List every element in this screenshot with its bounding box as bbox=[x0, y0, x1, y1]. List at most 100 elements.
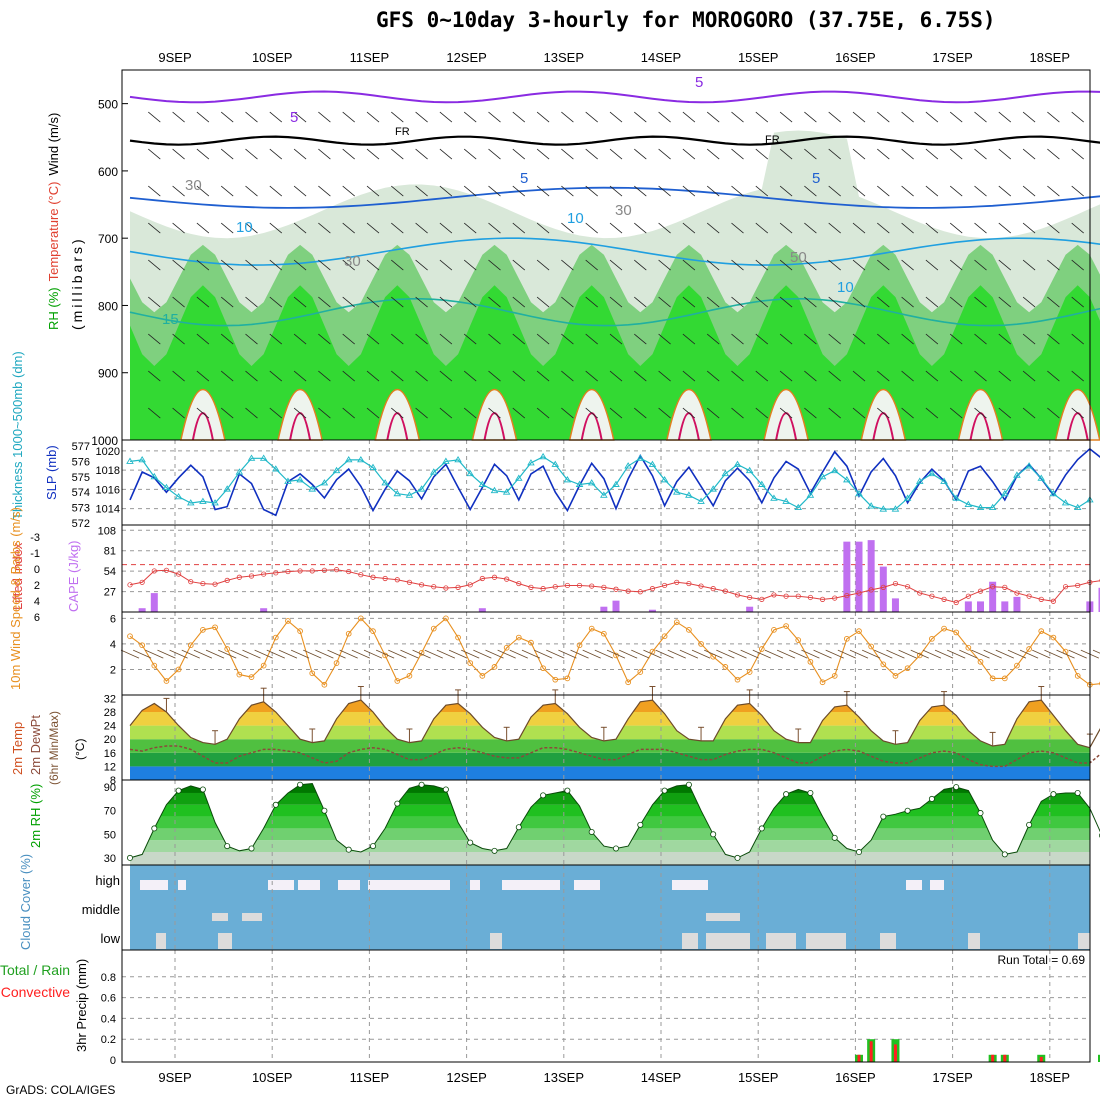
rh-marker bbox=[468, 840, 473, 845]
temp-tick: 28 bbox=[104, 707, 116, 719]
cape-tick: 54 bbox=[104, 566, 116, 578]
thickness-tick: 576 bbox=[72, 456, 90, 468]
cape-bar bbox=[151, 593, 158, 612]
cape-bar bbox=[856, 542, 863, 612]
temp-band bbox=[122, 712, 1090, 726]
rh-marker bbox=[443, 787, 448, 792]
rh-marker bbox=[759, 826, 764, 831]
contour-label: 30 bbox=[185, 177, 202, 194]
rh-marker bbox=[784, 792, 789, 797]
rh-marker bbox=[711, 832, 716, 837]
cloud-high-gap bbox=[338, 880, 360, 890]
cape-bar bbox=[479, 608, 486, 612]
slp-tick: 1016 bbox=[96, 484, 120, 496]
contour-label: FR bbox=[765, 134, 780, 146]
upperair-ylabel-units: (millibars) bbox=[69, 236, 85, 330]
upperair-ylabel: RH (%)Temperature (°C)Wind (m/s) bbox=[46, 113, 61, 330]
cloud-high-gap bbox=[672, 880, 708, 890]
rh-marker bbox=[541, 793, 546, 798]
date-label-top: 16SEP bbox=[835, 50, 875, 65]
ylabel-part: Temperature (°C) bbox=[46, 182, 61, 282]
temp-tick: 32 bbox=[104, 693, 116, 705]
cloud-low bbox=[968, 933, 980, 949]
rh-band bbox=[122, 852, 1090, 865]
precip-convective-bar bbox=[894, 1044, 897, 1062]
cloud-ylabel: Cloud Cover (%) bbox=[18, 854, 33, 950]
cloud-middle bbox=[722, 913, 736, 921]
date-label-top: 12SEP bbox=[446, 50, 486, 65]
slp-line bbox=[130, 449, 1100, 515]
contour-label: 5 bbox=[695, 74, 703, 91]
chart-title: GFS 0~10day 3-hourly for MOROGORO (37.75… bbox=[376, 8, 996, 32]
rh-marker bbox=[152, 826, 157, 831]
rh-marker bbox=[808, 790, 813, 795]
rh-marker bbox=[370, 844, 375, 849]
precip-tick: 0.6 bbox=[101, 993, 116, 1005]
cape-bar bbox=[613, 601, 620, 612]
cloud-low bbox=[682, 933, 698, 949]
thickness-tick: 572 bbox=[72, 518, 90, 530]
cape-tick: 81 bbox=[104, 546, 116, 558]
rh-marker bbox=[127, 855, 132, 860]
rh-marker bbox=[176, 788, 181, 793]
cape-tick: 27 bbox=[104, 587, 116, 599]
cape-ylabel: CAPE (J/kg) bbox=[66, 540, 81, 612]
cape-bar bbox=[139, 608, 146, 612]
contour-label: 15 bbox=[162, 311, 179, 328]
cloud-high-gap bbox=[574, 880, 600, 890]
date-label-bottom: 14SEP bbox=[641, 1070, 681, 1085]
cloud-fill bbox=[130, 865, 1090, 950]
rh-marker bbox=[346, 847, 351, 852]
contour-label: 10 bbox=[567, 210, 584, 227]
rh-marker bbox=[395, 801, 400, 806]
ylabel-part: RH (%) bbox=[46, 287, 61, 330]
cape-bar bbox=[1001, 601, 1008, 612]
cape-bar bbox=[843, 542, 850, 612]
date-label-bottom: 10SEP bbox=[252, 1070, 292, 1085]
cape-bar bbox=[1013, 597, 1020, 612]
thickness-tick: 577 bbox=[72, 441, 90, 453]
rh-marker bbox=[565, 788, 570, 793]
date-label-bottom: 11SEP bbox=[350, 1070, 390, 1085]
rh-marker bbox=[613, 846, 618, 851]
li-tick: 0 bbox=[34, 564, 40, 576]
rh-marker bbox=[419, 782, 424, 787]
temp-ylabel: 2m Temp bbox=[10, 722, 25, 775]
precip-tick: 0 bbox=[110, 1055, 116, 1067]
cloud-high-gap bbox=[140, 880, 168, 890]
date-label-top: 14SEP bbox=[641, 50, 681, 65]
rh-marker bbox=[1075, 790, 1080, 795]
cape-bar bbox=[260, 608, 267, 612]
li-tick: 2 bbox=[34, 580, 40, 592]
cloud-level-label: middle bbox=[82, 902, 120, 917]
rh-marker bbox=[273, 802, 278, 807]
thickness-tick: 574 bbox=[72, 487, 90, 499]
rh-marker bbox=[954, 784, 959, 789]
cloud-low bbox=[490, 933, 502, 949]
rh-marker bbox=[735, 855, 740, 860]
rh-marker bbox=[1051, 792, 1056, 797]
date-label-top: 10SEP bbox=[252, 50, 292, 65]
pressure-tick: 500 bbox=[98, 98, 118, 112]
rh-marker bbox=[686, 782, 691, 787]
rh-marker bbox=[638, 822, 643, 827]
cloud-low bbox=[880, 933, 896, 949]
temp-tick: 12 bbox=[104, 761, 116, 773]
cape-li-panel bbox=[122, 525, 1090, 612]
contour-label: 5 bbox=[520, 170, 528, 187]
thickness-tick: 573 bbox=[72, 503, 90, 515]
cloud-high-gap bbox=[906, 880, 922, 890]
cloud-low bbox=[766, 933, 796, 949]
grads-credit: GrADS: COLA/IGES bbox=[6, 1083, 115, 1097]
rh-ylabel: 2m RH (%) bbox=[28, 784, 43, 848]
cape-bar bbox=[868, 540, 875, 612]
contour-label: 10 bbox=[236, 219, 253, 236]
precip-ylabel: 3hr Precip (mm) bbox=[74, 959, 89, 1052]
rh-marker bbox=[978, 810, 983, 815]
date-label-bottom: 15SEP bbox=[738, 1070, 778, 1085]
wind-speed-line bbox=[130, 618, 1100, 684]
date-label-top: 15SEP bbox=[738, 50, 778, 65]
contour-label: 30 bbox=[615, 202, 632, 219]
thickness-ylabel: Thickness 1000~500mb (dm) bbox=[10, 351, 25, 520]
cloud-high-gap bbox=[298, 880, 320, 890]
